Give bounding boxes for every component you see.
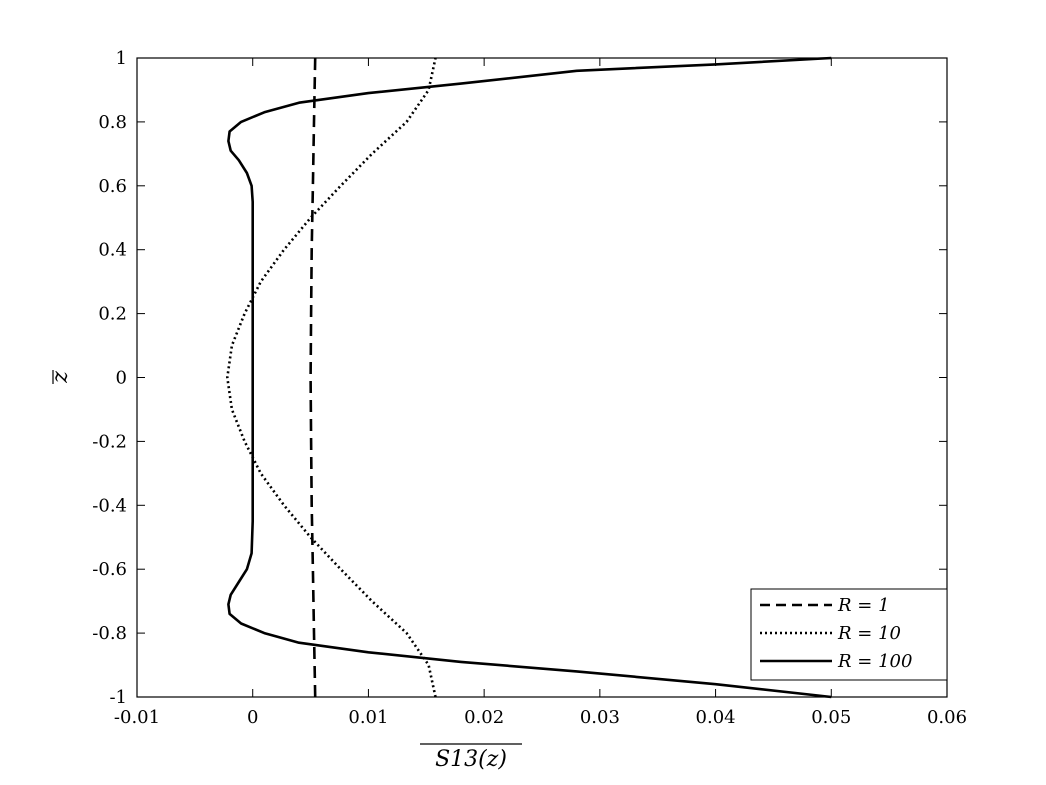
x-tick-label: 0.06 [927, 707, 967, 728]
y-tick-label: 0 [116, 368, 127, 389]
legend-label-r100: R = 100 [837, 651, 912, 672]
y-tick-label: -0.2 [92, 431, 127, 452]
legend-label-r10: R = 10 [837, 623, 901, 644]
y-tick-label: -0.8 [92, 623, 127, 644]
series-layer [226, 56, 832, 699]
legend-box [750, 588, 948, 681]
x-tick-label: 0.04 [696, 707, 736, 728]
legend: R = 1 R = 10 R = 100 [750, 588, 948, 681]
y-tick-label: 0.4 [98, 240, 127, 261]
y-tick-label: 0.2 [98, 304, 127, 325]
x-tick-label: 0.05 [811, 707, 851, 728]
x-tick-label: 0.01 [348, 707, 388, 728]
x-axis-label: S13(z) [435, 747, 507, 772]
x-tick-labels: -0.01 0 0.01 0.02 0.03 0.04 0.05 0.06 [114, 707, 967, 728]
y-tick-labels: -1 -0.8 -0.6 -0.4 -0.2 0 0.2 0.4 0.6 0.8 1 [92, 48, 127, 708]
series-line-1 [309, 57, 317, 698]
x-tick-label: 0 [247, 707, 258, 728]
y-axis-label: z [48, 371, 73, 384]
y-tick-label: -1 [109, 687, 127, 708]
x-tick-label: 0.03 [580, 707, 620, 728]
series-line-2 [226, 57, 437, 698]
y-tick-label: 0.8 [98, 112, 127, 133]
x-tick-label: -0.01 [114, 707, 160, 728]
tick-marks [136, 57, 948, 698]
y-tick-label: 0.6 [98, 176, 127, 197]
y-tick-label: -0.4 [92, 495, 127, 516]
y-tick-label: -0.6 [92, 559, 127, 580]
x-tick-label: 0.02 [464, 707, 504, 728]
legend-label-r1: R = 1 [837, 595, 890, 616]
y-tick-label: 1 [116, 48, 127, 69]
series-line-3 [227, 56, 832, 699]
